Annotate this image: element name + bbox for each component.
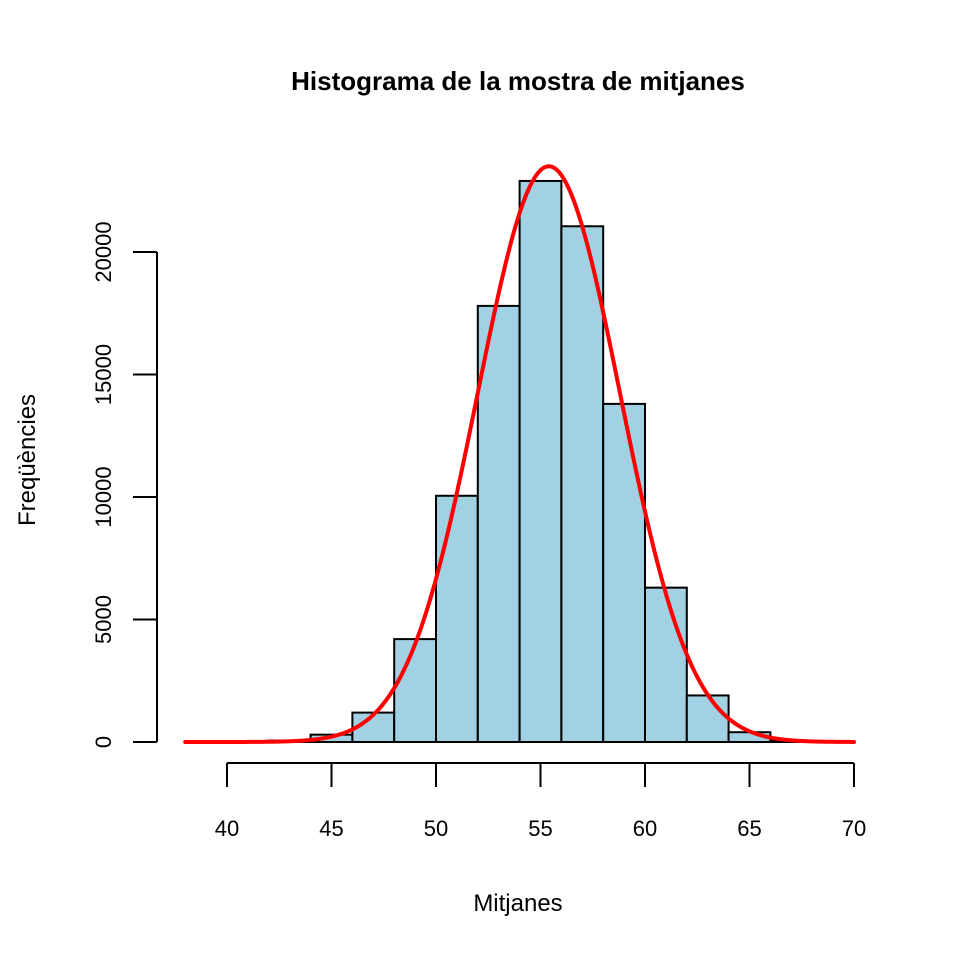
histogram-bar [685, 694, 730, 744]
density-curve [183, 164, 856, 744]
bars-group [267, 179, 814, 744]
y-tick-label: 0 [91, 736, 116, 748]
x-tick-label: 65 [737, 816, 761, 841]
histogram-bar [435, 494, 479, 743]
y-tick-label: 15000 [91, 344, 116, 405]
x-tick-label: 60 [633, 816, 657, 841]
x-tick-label: 50 [424, 816, 448, 841]
x-tick-label: 70 [842, 816, 866, 841]
histogram-bar [393, 638, 438, 743]
chart-title: Histograma de la mostra de mitjanes [291, 66, 745, 96]
y-tick-label: 20000 [91, 221, 116, 282]
x-tick-label: 45 [319, 816, 343, 841]
y-axis: 0 5000 10000 15000 20000 [91, 221, 158, 748]
histogram-bar [602, 402, 647, 743]
y-axis-label: Freqüències [14, 394, 41, 526]
x-axis-label: Mitjanes [473, 890, 562, 917]
histogram-bar [518, 179, 563, 743]
histogram-bar [644, 586, 688, 744]
y-tick-label: 10000 [91, 466, 116, 527]
x-tick-label: 40 [215, 816, 239, 841]
x-axis: 40 45 50 55 60 65 70 [215, 762, 866, 841]
y-tick-label: 5000 [91, 595, 116, 644]
x-tick-label: 55 [528, 816, 552, 841]
histogram-bar [560, 225, 605, 743]
density-curve-layer [183, 164, 856, 744]
